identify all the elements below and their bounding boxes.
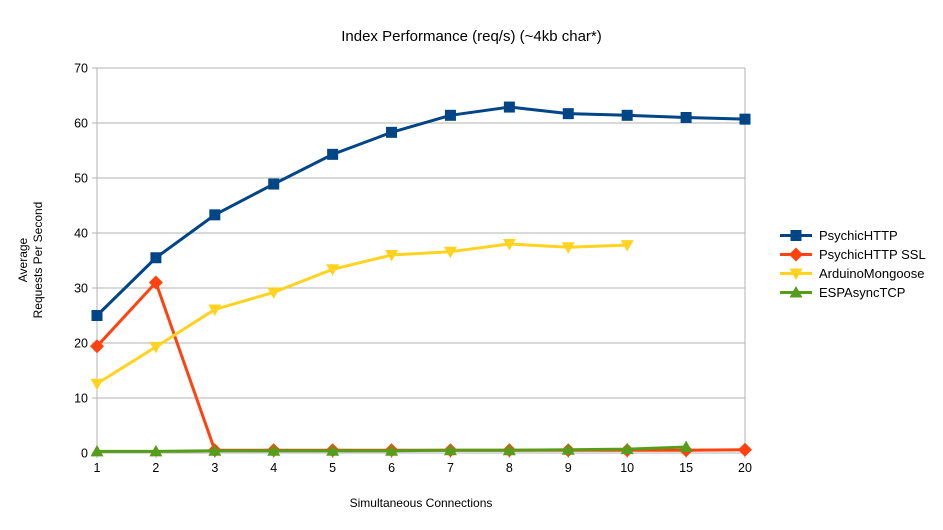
x-tick-label: 9 [565, 461, 572, 475]
data-point-marker-psychichttp [91, 310, 103, 321]
legend-sample-marker [789, 268, 803, 280]
data-point-marker-psychichttp-ssl [738, 442, 752, 457]
data-point-marker-psychichttp [209, 209, 221, 221]
data-point-marker-espasynctcp [149, 444, 163, 457]
legend-sample-marker [789, 247, 803, 262]
chart-title: Index Performance (req/s) (~4kb char*) [341, 28, 602, 45]
x-tick-label: 15 [679, 461, 693, 475]
x-tick-label: 8 [506, 461, 513, 475]
series-line-arduinomongoose [95, 242, 629, 386]
data-point-marker-espasynctcp [208, 444, 222, 456]
x-tick-label: 4 [270, 461, 277, 475]
y-tick-label: 10 [74, 392, 88, 406]
data-point-marker-espasynctcp [679, 440, 693, 452]
data-point-marker-psychichttp [503, 101, 515, 113]
data-point-marker-espasynctcp [502, 443, 516, 456]
data-point-marker-arduinomongoose [385, 250, 399, 262]
data-point-marker-arduinomongoose [620, 240, 634, 252]
data-point-marker-arduinomongoose [326, 264, 340, 276]
legend-label: ESPAsyncTCP [819, 285, 906, 300]
data-point-marker-arduinomongoose [208, 304, 222, 316]
legend-label: PsychicHTTP SSL [819, 247, 926, 262]
data-point-marker-arduinomongoose [149, 341, 163, 354]
data-point-marker-espasynctcp [385, 444, 399, 456]
y-tick-label: 20 [74, 337, 88, 351]
data-point-marker-psychichttp [268, 178, 280, 190]
series-arduinomongoose [90, 239, 634, 391]
legend-marker-triangle-down-icon [780, 268, 812, 280]
x-axis-title: Simultaneous Connections [349, 496, 493, 510]
data-point-marker-psychichttp [386, 126, 398, 138]
series-psychichttp [91, 101, 751, 321]
legend-marker-triangle-up-icon [780, 286, 812, 298]
y-tick-label: 70 [74, 62, 88, 76]
legend-label: PsychicHTTP [819, 228, 898, 243]
x-tick-label: 2 [152, 461, 159, 475]
x-tick-label: 7 [447, 461, 454, 475]
data-point-marker-espasynctcp [443, 443, 457, 456]
data-point-marker-espasynctcp [267, 444, 281, 456]
y-tick-label: 60 [74, 117, 88, 131]
y-tick-label: 50 [74, 172, 88, 186]
series-line-psychichttp [95, 105, 747, 317]
data-point-marker-psychichttp [562, 108, 574, 120]
legend-marker-square-icon [780, 230, 812, 241]
data-point-marker-psychichttp-ssl [90, 339, 104, 354]
y-tick-label: 0 [81, 447, 88, 461]
x-tick-label: 20 [738, 461, 752, 475]
legend-marker-diamond-icon [780, 247, 812, 262]
data-point-marker-espasynctcp [90, 444, 104, 457]
x-tick-label: 1 [94, 461, 101, 475]
data-point-marker-arduinomongoose [502, 239, 516, 251]
y-tick-label: 30 [74, 282, 88, 296]
data-point-marker-arduinomongoose [443, 246, 457, 259]
legend-label: ArduinoMongoose [819, 266, 925, 281]
data-point-marker-espasynctcp [620, 442, 634, 455]
data-point-marker-espasynctcp [326, 444, 340, 456]
legend: PsychicHTTP PsychicHTTP SSL ArduinoMongoos… [779, 226, 926, 302]
data-point-marker-psychichttp [150, 252, 162, 264]
legend-item-psychichttp: PsychicHTTP [779, 226, 926, 245]
data-point-marker-psychichttp [621, 109, 633, 121]
data-point-marker-espasynctcp [561, 443, 575, 455]
x-tick-label: 5 [329, 461, 336, 475]
y-tick-label: 40 [74, 227, 88, 241]
data-point-marker-psychichttp-ssl [148, 275, 163, 290]
data-point-marker-psychichttp [739, 113, 751, 125]
legend-item-espasynctcp: ESPAsyncTCP [779, 283, 926, 302]
series-psychichttp-ssl [90, 275, 752, 458]
data-point-marker-arduinomongoose [561, 242, 575, 254]
data-point-marker-psychichttp [680, 112, 692, 123]
data-point-marker-psychichttp [444, 109, 456, 121]
x-tick-label: 3 [211, 461, 218, 475]
series-line-psychichttp-ssl [95, 281, 747, 452]
legend-item-psychichttp-ssl: PsychicHTTP SSL [779, 245, 926, 264]
x-tick-label: 6 [388, 461, 395, 475]
legend-sample-marker [789, 286, 803, 298]
x-tick-label: 10 [620, 461, 634, 475]
legend-sample-marker [790, 230, 802, 241]
series-espasynctcp [90, 440, 693, 457]
data-point-marker-arduinomongoose [90, 378, 104, 391]
data-point-marker-psychichttp [327, 148, 339, 160]
legend-item-arduinomongoose: ArduinoMongoose [779, 264, 926, 283]
data-point-marker-arduinomongoose [267, 287, 281, 299]
